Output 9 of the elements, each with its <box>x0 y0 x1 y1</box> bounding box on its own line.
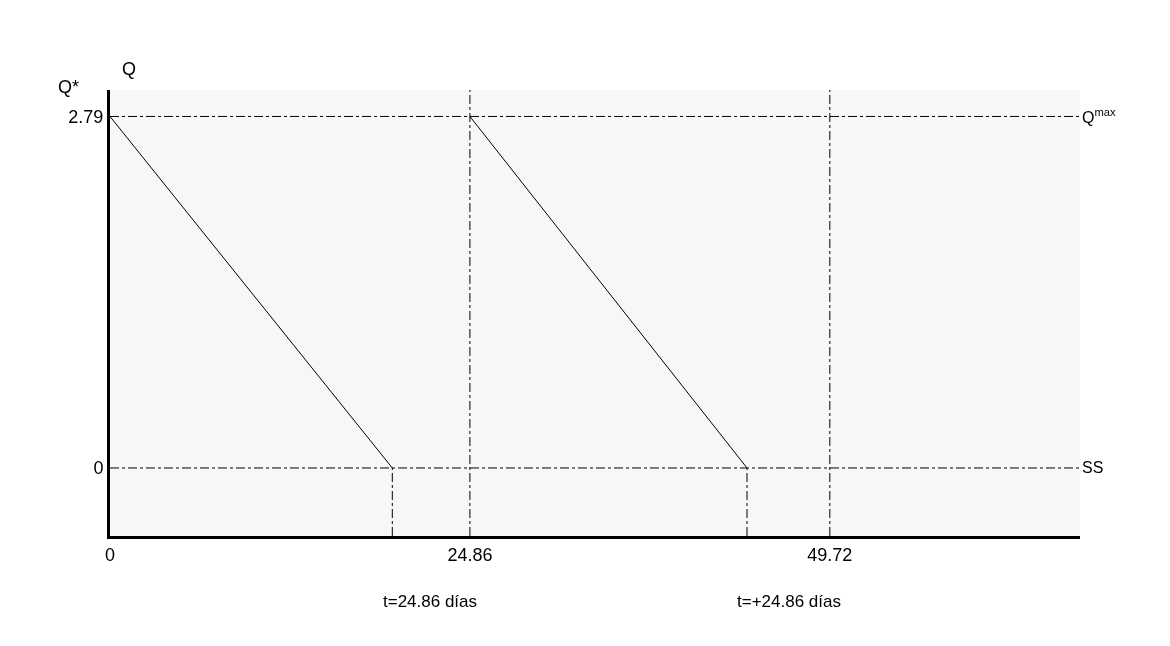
ref-line-label: SS <box>1082 459 1104 476</box>
text: t=+24.86 días <box>737 592 841 611</box>
ref-line-label: Q$^{max}$ <box>1082 106 1116 126</box>
text: t=24.86 días <box>383 592 478 611</box>
y-axis-title: Q <box>122 59 137 79</box>
y-tick-label: 2.79 <box>68 106 104 127</box>
text: Q* <box>58 77 80 97</box>
x-tick-label: 24.86 <box>447 544 493 565</box>
x-tick-label: 49.72 <box>807 544 853 565</box>
